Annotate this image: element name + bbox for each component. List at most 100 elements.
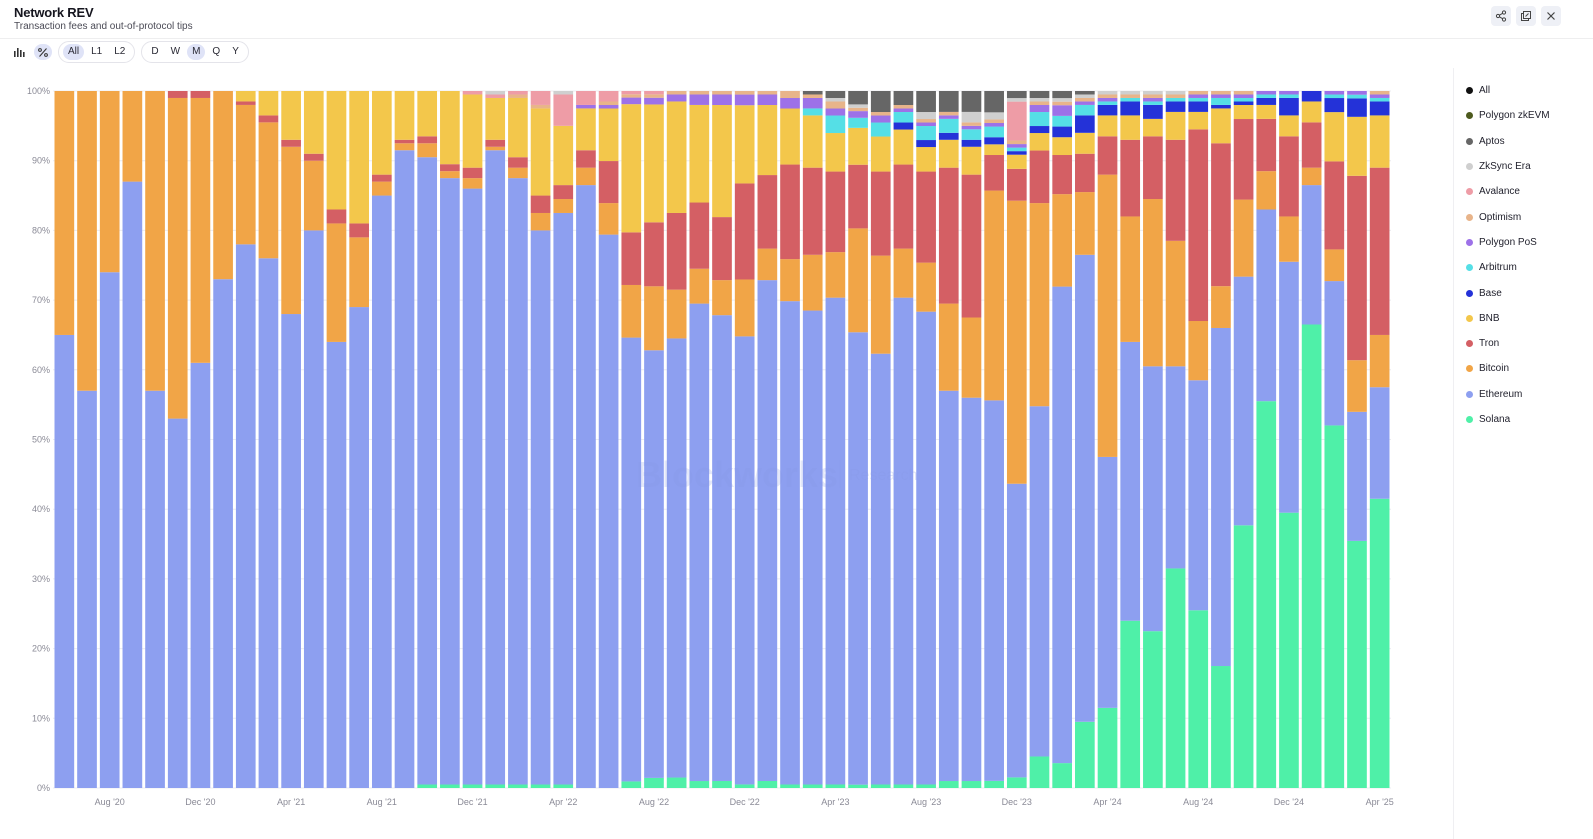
bar-segment-base[interactable] <box>1052 126 1073 138</box>
bar-segment-polygon-pos[interactable] <box>1256 91 1277 95</box>
bar-column[interactable] <box>1347 91 1367 788</box>
bar-segment-optimism[interactable] <box>1120 94 1141 98</box>
bar-segment-optimism[interactable] <box>734 91 755 95</box>
bar-column[interactable] <box>961 91 982 788</box>
bar-segment-ethereum[interactable] <box>870 353 891 785</box>
bar-segment-solana[interactable] <box>802 784 823 788</box>
bar-segment-ethereum[interactable] <box>1188 380 1209 611</box>
bar-segment-bnb[interactable] <box>1211 108 1231 144</box>
legend-item-arbitrum[interactable]: Arbitrum <box>1466 255 1586 280</box>
bar-segment-bitcoin[interactable] <box>508 167 528 179</box>
bar-segment-tron[interactable] <box>349 223 369 238</box>
bar-segment-bnb[interactable] <box>508 97 528 158</box>
bar-column[interactable] <box>417 91 438 788</box>
bar-segment-bitcoin[interactable] <box>485 146 506 151</box>
bar-segment-aptos[interactable] <box>961 91 982 112</box>
bar-segment-bnb[interactable] <box>916 147 936 172</box>
bar-segment-bnb[interactable] <box>712 105 732 218</box>
bar-segment-avalance[interactable] <box>576 91 596 105</box>
bar-column[interactable] <box>530 91 551 788</box>
bar-segment-optimism[interactable] <box>1369 91 1390 95</box>
bar-segment-aptos[interactable] <box>984 91 1004 113</box>
bar-segment-ethereum[interactable] <box>77 390 97 788</box>
bar-segment-tron[interactable] <box>235 101 256 105</box>
bar-segment-optimism[interactable] <box>1075 97 1095 102</box>
bar-segment-polygon-pos[interactable] <box>938 115 959 119</box>
bar-segment-avalance[interactable] <box>621 91 642 95</box>
legend-item-tron[interactable]: Tron <box>1466 331 1586 356</box>
bar-segment-avalance[interactable] <box>598 91 619 102</box>
bar-column[interactable] <box>1279 91 1299 788</box>
bar-segment-tron[interactable] <box>666 212 687 290</box>
bar-segment-aptos[interactable] <box>802 91 823 95</box>
bar-segment-arbitrum[interactable] <box>1097 101 1118 105</box>
bar-segment-polygon-pos[interactable] <box>757 94 778 106</box>
bar-segment-bitcoin[interactable] <box>258 122 279 259</box>
bar-segment-tron[interactable] <box>530 195 551 213</box>
bar-segment-tron[interactable] <box>1369 167 1390 335</box>
bar-segment-base[interactable] <box>1029 126 1050 134</box>
bar-segment-bnb[interactable] <box>780 108 800 165</box>
bar-segment-zksync-era[interactable] <box>485 91 506 95</box>
bar-segment-tron[interactable] <box>870 171 891 256</box>
bar-segment-zksync-era[interactable] <box>1165 91 1186 95</box>
bar-segment-tron[interactable] <box>621 232 642 285</box>
bar-segment-bitcoin[interactable] <box>167 97 188 419</box>
bar-segment-tron[interactable] <box>1301 122 1322 168</box>
bar-segment-bnb[interactable] <box>870 136 891 172</box>
bar-segment-solana[interactable] <box>1165 568 1186 788</box>
bar-segment-ethereum[interactable] <box>938 390 959 782</box>
bar-segment-bitcoin[interactable] <box>1279 216 1299 262</box>
bar-segment-base[interactable] <box>1143 104 1163 119</box>
bar-segment-optimism[interactable] <box>825 101 846 109</box>
bar-segment-base[interactable] <box>1256 97 1277 105</box>
bar-segment-polygon-pos[interactable] <box>1097 97 1118 102</box>
bar-column[interactable] <box>666 91 687 788</box>
bar-segment-ethereum[interactable] <box>1233 276 1254 526</box>
bar-segment-arbitrum[interactable] <box>1233 98 1254 102</box>
bar-segment-bnb[interactable] <box>848 127 868 165</box>
bar-segment-tron[interactable] <box>394 139 415 144</box>
bar-segment-tron[interactable] <box>576 150 596 168</box>
bar-segment-optimism[interactable] <box>893 105 914 109</box>
bar-segment-solana[interactable] <box>1143 631 1163 788</box>
bar-segment-bnb[interactable] <box>666 101 687 213</box>
bar-segment-polygon-pos[interactable] <box>1006 144 1027 148</box>
bar-segment-polygon-pos[interactable] <box>780 98 800 109</box>
bar-segment-ethereum[interactable] <box>1120 341 1141 621</box>
bar-segment-arbitrum[interactable] <box>802 108 823 116</box>
bar-column[interactable] <box>77 91 97 788</box>
bar-segment-zksync-era[interactable] <box>984 112 1004 120</box>
bar-segment-ethereum[interactable] <box>530 230 551 785</box>
bar-segment-polygon-pos[interactable] <box>893 108 914 113</box>
bar-segment-solana[interactable] <box>417 784 438 788</box>
bar-column[interactable] <box>916 91 936 788</box>
bar-segment-zksync-era[interactable] <box>961 111 982 123</box>
bar-segment-arbitrum[interactable] <box>984 126 1004 138</box>
bar-segment-zksync-era[interactable] <box>848 104 868 108</box>
bar-segment-polygon-pos[interactable] <box>848 111 868 118</box>
bar-segment-bnb[interactable] <box>485 97 506 140</box>
bar-segment-bitcoin[interactable] <box>54 91 75 335</box>
bar-segment-ethereum[interactable] <box>462 188 483 785</box>
bar-column[interactable] <box>848 91 868 788</box>
legend-item-polygon-zkevm[interactable]: Polygon zkEVM <box>1466 103 1586 128</box>
bar-segment-arbitrum[interactable] <box>1052 115 1073 127</box>
bar-segment-avalance[interactable] <box>508 91 528 95</box>
bar-segment-base[interactable] <box>938 132 959 140</box>
bar-column[interactable] <box>281 91 301 788</box>
chart-type-button[interactable] <box>10 44 28 60</box>
legend-item-ethereum[interactable]: Ethereum <box>1466 382 1586 407</box>
bar-segment-aptos[interactable] <box>825 91 846 99</box>
bar-segment-ethereum[interactable] <box>281 314 301 788</box>
bar-segment-arbitrum[interactable] <box>1006 147 1027 152</box>
bar-segment-avalance[interactable] <box>644 91 664 95</box>
bar-column[interactable] <box>213 91 233 788</box>
bar-segment-ethereum[interactable] <box>326 341 347 788</box>
bar-segment-optimism[interactable] <box>666 91 687 95</box>
bar-segment-bitcoin[interactable] <box>1188 321 1209 381</box>
bar-segment-bitcoin[interactable] <box>961 317 982 398</box>
bar-segment-bitcoin[interactable] <box>553 199 574 213</box>
bar-segment-polygon-pos[interactable] <box>1233 94 1254 99</box>
bar-segment-bitcoin[interactable] <box>417 143 438 158</box>
